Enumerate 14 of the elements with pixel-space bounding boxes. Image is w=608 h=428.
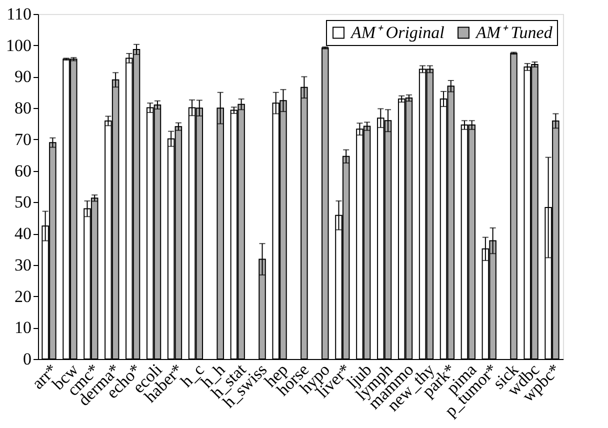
y-tick-label: 100 (6, 36, 32, 55)
y-tick-label: 90 (14, 67, 32, 86)
y-tick-label: 110 (6, 4, 32, 24)
y-tick-label: 0 (23, 350, 32, 368)
y-tick-label: 30 (14, 255, 32, 274)
legend-label: AM⁺ Original (350, 22, 445, 42)
y-tick-label: 70 (14, 130, 32, 149)
legend-label: AM⁺ Tuned (475, 22, 553, 42)
y-tick-label: 20 (14, 286, 32, 306)
y-tick-label: 60 (14, 161, 32, 180)
y-tick-label: 80 (14, 98, 32, 118)
y-tick-label: 50 (14, 192, 32, 212)
y-tick-label: 10 (14, 318, 32, 338)
y-tick-label: 40 (14, 224, 32, 244)
